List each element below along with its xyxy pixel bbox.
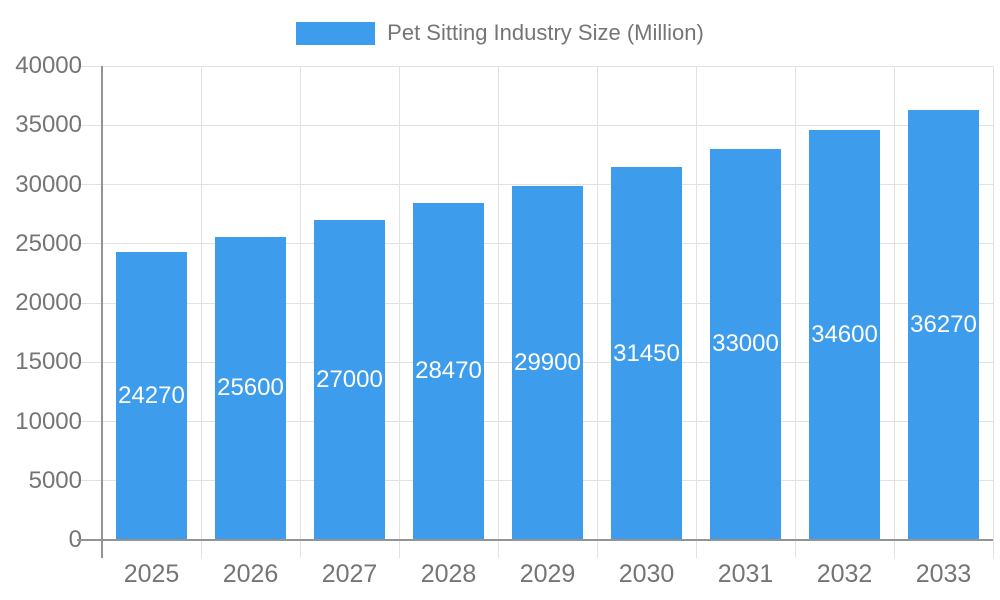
x-gridline [893,66,895,558]
y-axis-tick-label: 30000 [15,170,82,198]
x-axis-tick-label: 2033 [915,560,972,588]
x-axis-tick-label: 2025 [123,560,180,588]
bar-value-label: 28470 [415,357,482,385]
bar-2033[interactable]: 36270 [907,110,980,540]
bar-2026[interactable]: 25600 [214,236,287,540]
legend-label: Pet Sitting Industry Size (Million) [387,20,704,45]
bar-2031[interactable]: 33000 [709,148,782,540]
y-axis-tick-label: 20000 [15,289,82,316]
x-axis-tick-label: 2031 [717,560,774,588]
x-gridline [299,66,301,558]
legend[interactable]: Pet Sitting Industry Size (Million) [0,18,1000,48]
x-axis-tick-label: 2029 [519,560,576,588]
bar-2032[interactable]: 34600 [808,129,881,540]
x-gridline [992,66,994,558]
bar-2025[interactable]: 24270 [115,252,188,540]
x-gridline [398,66,400,558]
y-axis-tick-label: 5000 [28,466,82,494]
y-gridline [77,184,993,185]
y-axis-tick-label: 15000 [15,348,82,376]
bar-value-label: 29900 [514,348,581,376]
x-axis-tick-label: 2026 [222,560,279,588]
x-axis-tick-label: 2028 [420,560,477,588]
x-axis-tick-label: 2032 [816,560,873,588]
x-gridline [200,66,202,558]
y-axis-tick-label: 35000 [15,111,82,139]
bar-value-label: 36270 [910,311,977,339]
bar-2028[interactable]: 28470 [412,202,485,540]
bar-value-label: 31450 [613,339,680,367]
bar-2030[interactable]: 31450 [610,167,683,540]
x-axis-tick-label: 2030 [618,560,675,588]
y-gridline [77,65,993,67]
x-axis-line [77,539,993,541]
y-axis-tick-label: 0 [68,526,82,553]
bar-value-label: 33000 [712,330,779,358]
y-axis-tick-label: 40000 [15,52,82,79]
x-gridline [695,66,697,558]
y-gridline [77,124,993,126]
x-axis-tick-label: 2027 [321,560,378,588]
x-gridline [497,66,499,558]
bar-value-label: 27000 [316,366,383,394]
bar-value-label: 25600 [217,374,284,402]
bar-value-label: 34600 [811,320,878,348]
bar-2029[interactable]: 29900 [511,185,584,540]
bar-value-label: 24270 [118,382,185,410]
y-axis-tick-label: 25000 [15,229,82,257]
x-gridline [794,66,796,558]
legend-swatch [296,21,376,45]
y-axis-tick-label: 10000 [15,407,82,435]
bar-2027[interactable]: 27000 [313,220,386,540]
x-gridline [596,66,598,558]
y-axis-line [101,66,103,558]
